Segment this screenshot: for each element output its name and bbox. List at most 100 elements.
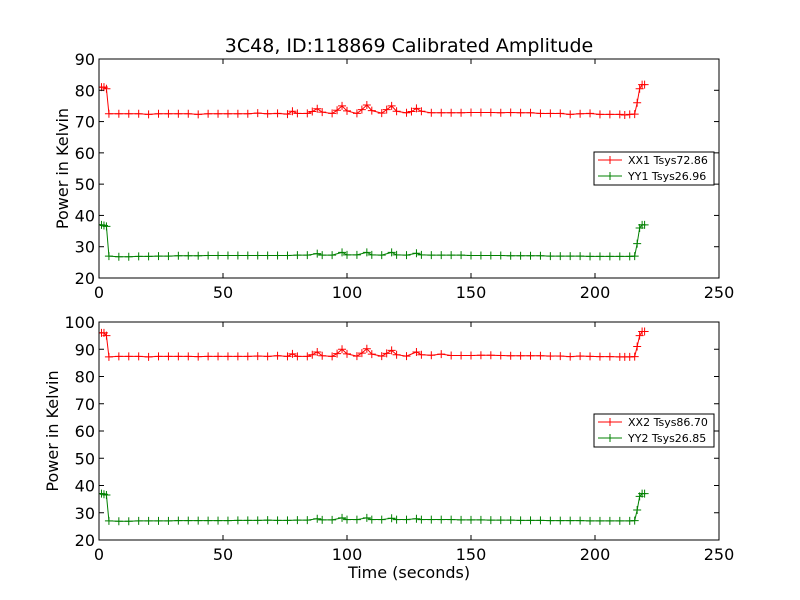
data-point: [437, 515, 446, 524]
data-point: [328, 251, 337, 260]
data-point: [313, 249, 322, 258]
data-point: [184, 251, 193, 260]
data-point: [283, 251, 292, 260]
data-point: [338, 248, 347, 257]
data-point: [457, 351, 466, 360]
data-point: [377, 352, 386, 361]
data-point: [293, 352, 302, 361]
data-point: [328, 109, 337, 118]
data-point: [194, 251, 203, 260]
data-point: [412, 249, 421, 258]
data-point: [586, 252, 595, 261]
data-point: [437, 350, 446, 359]
x-tick-label: 100: [332, 545, 363, 564]
data-point: [447, 251, 456, 260]
data-point: [476, 251, 485, 260]
legend-marker: [606, 156, 614, 164]
data-point: [402, 108, 411, 117]
data-point: [288, 107, 297, 116]
data-point: [546, 352, 555, 361]
data-point: [114, 517, 123, 526]
x-tick-label: 0: [94, 283, 104, 302]
data-point: [427, 351, 436, 360]
data-point: [134, 352, 143, 361]
data-point: [352, 352, 361, 361]
data-point: [288, 349, 297, 358]
data-point: [104, 516, 113, 525]
y-tick-label: 40: [75, 206, 95, 225]
data-point: [615, 252, 624, 261]
bottom-chart: 0 50 100 150 200 250 20 30 40 50 60 70 80 90 100 Power …: [43, 313, 734, 582]
data-point: [447, 515, 456, 524]
data-point: [640, 327, 649, 336]
data-point: [102, 84, 111, 93]
series-0: [99, 327, 649, 361]
data-point: [536, 516, 545, 525]
data-point: [164, 516, 173, 525]
data-point: [134, 109, 143, 118]
data-point: [194, 110, 203, 119]
data-point: [253, 109, 262, 118]
data-point: [293, 516, 302, 525]
data-point: [387, 346, 396, 355]
data-point: [392, 515, 401, 524]
y-tick-label: 50: [75, 175, 95, 194]
data-point: [392, 107, 401, 116]
data-point: [633, 239, 642, 248]
data-point: [402, 515, 411, 524]
chart-title: 3C48, ID:118869 Calibrated Amplitude: [225, 35, 593, 57]
data-point: [343, 515, 351, 524]
data-point: [630, 252, 639, 261]
plot-frame: [98, 58, 720, 279]
data-point: [595, 516, 604, 525]
data-point: [144, 516, 153, 525]
data-point: [377, 515, 386, 524]
data-point: [174, 109, 183, 118]
data-point: [362, 248, 371, 257]
data-point: [496, 516, 505, 525]
data-point: [516, 108, 525, 117]
data-point: [362, 344, 371, 353]
data-point: [102, 491, 111, 500]
data-point: [387, 101, 396, 110]
data-point: [362, 513, 371, 522]
data-point: [164, 109, 173, 118]
data-point: [273, 109, 282, 118]
data-point: [402, 251, 411, 260]
data-point: [154, 109, 163, 118]
data-point: [516, 516, 525, 525]
data-point: [586, 516, 595, 525]
y-tick-label: 90: [75, 50, 95, 69]
data-point: [506, 251, 515, 260]
data-point: [204, 516, 213, 525]
data-point: [357, 349, 366, 358]
data-point: [595, 110, 604, 119]
data-point: [556, 252, 565, 261]
data-point: [318, 108, 327, 117]
data-point: [417, 515, 426, 524]
data-point: [194, 516, 203, 525]
data-point: [576, 252, 585, 261]
data-point: [308, 350, 317, 359]
data-point: [392, 250, 401, 259]
data-point: [328, 515, 337, 524]
x-tick-label: 200: [580, 283, 611, 302]
y-axis-label: Power in Kelvin: [53, 108, 72, 229]
data-point: [343, 349, 351, 358]
legend-label: YY2 Tsys26.85: [627, 432, 706, 445]
data-point: [506, 516, 515, 525]
data-point: [556, 352, 565, 361]
data-point: [114, 109, 123, 118]
data-point: [417, 107, 426, 116]
data-point: [536, 109, 545, 118]
data-point: [595, 252, 604, 261]
data-point: [104, 109, 113, 118]
y-tick-label: 70: [75, 113, 95, 132]
data-point: [417, 350, 426, 359]
data-point: [457, 515, 466, 524]
data-point: [114, 252, 123, 261]
data-point: [566, 110, 575, 119]
data-point: [367, 515, 376, 524]
data-point: [576, 109, 585, 118]
data-point: [546, 252, 555, 261]
